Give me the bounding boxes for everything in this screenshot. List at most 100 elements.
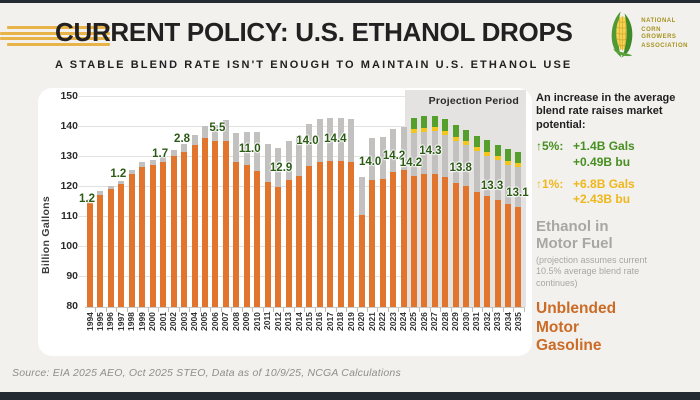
x-tick [450, 308, 452, 312]
bar-2019 [348, 97, 355, 307]
bar-2026 [421, 97, 428, 307]
segment-plus1pct-upside [463, 141, 470, 145]
source-note: Source: EIA 2025 AEO, Oct 2025 STEO, Dat… [12, 367, 401, 379]
ethanol-value-label-2023: 14.2 [382, 150, 406, 163]
segment-gasoline [107, 189, 114, 307]
bar-2027 [431, 97, 438, 307]
projection-period-label: Projection Period [428, 95, 519, 107]
segment-gasoline [160, 162, 167, 307]
segment-ethanol [201, 126, 208, 139]
x-tick [199, 308, 201, 312]
page-subtitle: A STABLE BLEND RATE ISN'T ENOUGH TO MAIN… [55, 59, 573, 71]
y-tick-90: 90 [66, 270, 78, 282]
segment-ethanol [160, 157, 167, 163]
bar-1996 [107, 97, 114, 307]
x-tick [481, 308, 483, 312]
segment-ethanol [254, 132, 261, 172]
x-tick [325, 308, 327, 312]
page-title: CURRENT POLICY: U.S. ETHANOL DROPS [55, 17, 573, 47]
segment-ethanol [170, 149, 177, 156]
segment-ethanol [494, 160, 501, 200]
segment-gasoline [275, 186, 282, 307]
segment-ethanol [421, 131, 428, 175]
bar-2008 [233, 97, 240, 307]
segment-gasoline [285, 180, 292, 307]
bar-1994 [87, 97, 93, 307]
segment-gasoline [442, 177, 449, 307]
x-tick [168, 308, 170, 312]
segment-ethanol [515, 167, 522, 207]
bar-2007 [222, 97, 229, 307]
scenario-values: +6.8B Gals +2.43B bu [573, 177, 635, 208]
segment-plus5pct-upside [515, 151, 522, 164]
segment-ethanol [442, 134, 449, 178]
bottom-edge-strip [0, 392, 700, 400]
bar-2028 [442, 97, 449, 307]
bar-2023 [390, 97, 397, 307]
x-tick [398, 308, 400, 312]
bar-2034 [505, 97, 511, 307]
x-tick [231, 308, 233, 312]
ethanol-value-label-2021: 14.0 [358, 155, 382, 168]
x-tick [367, 308, 368, 312]
segment-ethanol [275, 148, 282, 187]
segment-ethanol [212, 124, 219, 142]
segment-gasoline [473, 191, 480, 307]
segment-ethanol [107, 185, 114, 190]
bar-2031 [473, 97, 480, 307]
y-tick-150: 150 [60, 90, 78, 102]
segment-plus5pct-upside [473, 135, 480, 148]
ncga-logo: NATIONAL CORN GROWERS ASSOCIATION [605, 9, 697, 59]
segment-gasoline [379, 179, 386, 307]
segment-ethanol [452, 140, 459, 183]
x-tick [147, 308, 149, 312]
bar-2032 [484, 97, 491, 307]
segment-ethanol [181, 143, 188, 153]
logo-line: ASSOCIATION [641, 43, 688, 50]
segment-gasoline [421, 174, 428, 307]
bar-2017 [327, 97, 334, 307]
bar-2011 [264, 97, 271, 307]
segment-ethanol [264, 143, 271, 183]
scenario-values: +1.4B Gals +0.49B bu [573, 139, 635, 170]
bar-2009 [243, 97, 250, 307]
ethanol-value-label-1994: 1.2 [79, 193, 95, 205]
bar-1997 [118, 97, 125, 307]
segment-gasoline [254, 171, 261, 307]
bar-2004 [191, 97, 198, 307]
segment-gasoline [400, 169, 407, 307]
logo-line: NATIONAL [641, 17, 676, 24]
segment-ethanol [431, 130, 438, 174]
segment-plus5pct-upside [463, 129, 470, 142]
x-tick [252, 308, 254, 312]
legend-ethanol-label: Ethanol in Motor Fuel [536, 217, 613, 252]
segment-gasoline [97, 195, 104, 307]
segment-plus1pct-upside [484, 151, 491, 156]
scenario-pct: ↑5%: [536, 139, 564, 154]
x-tick [210, 308, 212, 312]
segment-gasoline [243, 165, 250, 307]
segment-ethanol [473, 151, 480, 192]
scenario-row-5pct: ↑5%: +1.4B Gals +0.49B bu [536, 139, 676, 170]
segment-ethanol [118, 180, 125, 185]
segment-gasoline [505, 204, 511, 307]
segment-plus5pct-upside [484, 140, 491, 152]
x-tick [461, 308, 463, 312]
gridline-140 [77, 126, 525, 127]
ethanol-value-label-2006: 5.5 [209, 121, 226, 134]
segment-ethanol [139, 162, 146, 167]
ethanol-value-label-1997: 1.2 [110, 167, 127, 180]
segment-gasoline [201, 138, 208, 307]
legend-gasoline-label: Unblended Motor Gasoline [536, 299, 617, 355]
bar-1995 [97, 97, 104, 307]
segment-ethanol [358, 176, 365, 215]
bar-2020 [358, 97, 365, 307]
segment-ethanol [410, 133, 417, 176]
y-tick-80: 80 [66, 300, 78, 312]
ethanol-value-label-2035: 13.1 [506, 187, 529, 200]
segment-gasoline [191, 145, 198, 307]
x-tick [304, 308, 306, 312]
segment-ethanol [337, 118, 344, 162]
segment-ethanol [233, 133, 240, 162]
segment-ethanol [463, 145, 470, 187]
